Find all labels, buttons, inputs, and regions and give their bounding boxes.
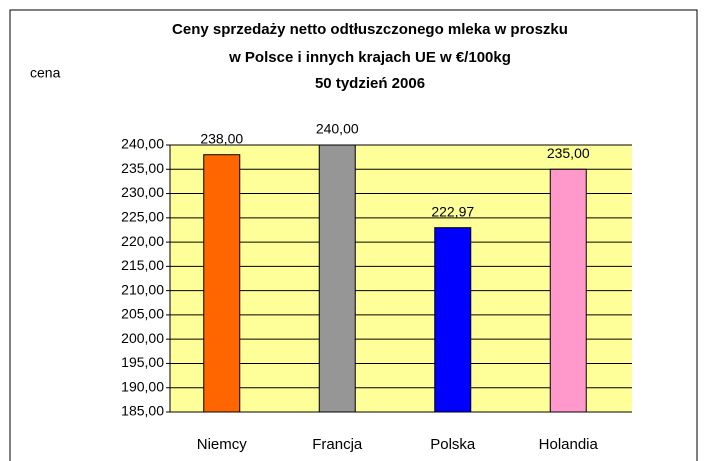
y-tick-label: 225,00 (121, 209, 164, 225)
data-label: 235,00 (547, 145, 590, 161)
x-tick-label: Polska (430, 436, 476, 453)
y-tick-label: 240,00 (121, 136, 164, 152)
data-label: 238,00 (200, 130, 243, 146)
data-label: 222,97 (431, 203, 474, 219)
chart-title: Ceny sprzedaży netto odtłuszczonego mlek… (172, 21, 568, 38)
y-tick-label: 200,00 (121, 330, 164, 346)
y-tick-label: 185,00 (121, 403, 164, 419)
y-tick-label: 235,00 (121, 160, 164, 176)
chart-title: 50 tydzień 2006 (315, 75, 425, 92)
data-label: 240,00 (316, 121, 359, 137)
y-tick-label: 215,00 (121, 257, 164, 273)
y-tick-label: 230,00 (121, 184, 164, 200)
y-tick-label: 220,00 (121, 233, 164, 249)
bar (203, 154, 241, 413)
chart-title: w Polsce i innych krajach UE w €/100kg (228, 49, 511, 66)
y-tick-label: 210,00 (121, 281, 164, 297)
y-axis-label: cena (30, 65, 61, 81)
x-tick-label: Holandia (539, 436, 599, 453)
y-tick-label: 195,00 (121, 354, 164, 370)
x-tick-label: Niemcy (197, 436, 248, 453)
y-tick-label: 205,00 (121, 306, 164, 322)
bar (318, 144, 356, 413)
bar (549, 168, 587, 413)
x-tick-label: Francja (312, 436, 363, 453)
y-tick-label: 190,00 (121, 378, 164, 394)
bar (434, 227, 472, 413)
